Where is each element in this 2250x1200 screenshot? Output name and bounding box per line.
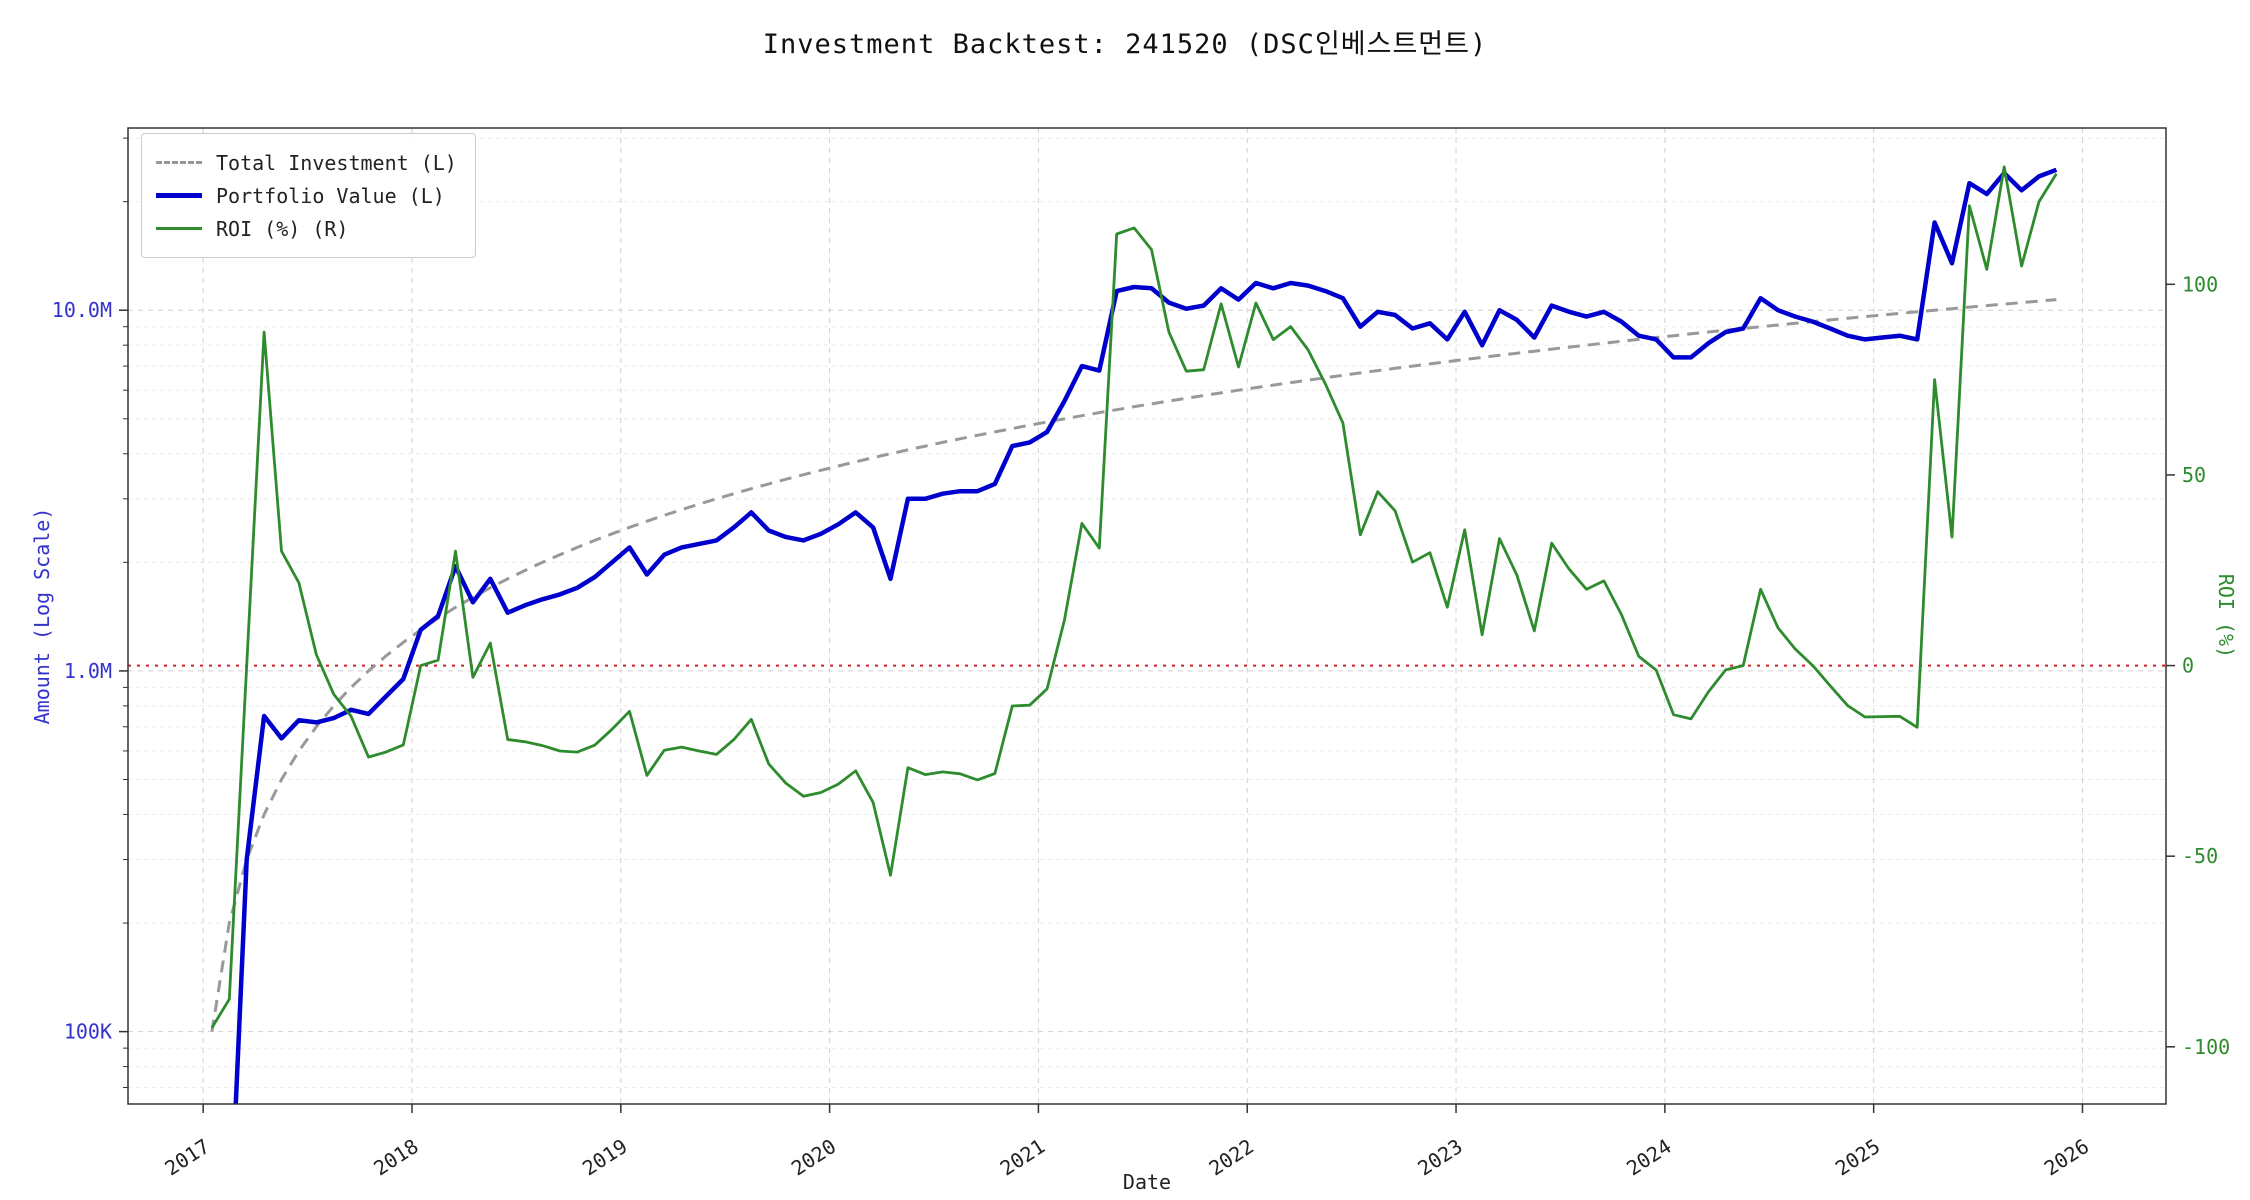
legend-item-portfolio-value: Portfolio Value (L) xyxy=(156,179,457,212)
legend-item-total-investment: Total Investment (L) xyxy=(156,146,457,179)
legend-label-roi: ROI (%) (R) xyxy=(216,216,349,241)
svg-text:100K: 100K xyxy=(64,1020,112,1044)
y-axis-left-label: Amount (Log Scale) xyxy=(30,507,54,725)
svg-text:100: 100 xyxy=(2182,272,2218,296)
legend-label-total-investment: Total Investment (L) xyxy=(216,150,457,175)
plot-border xyxy=(127,127,2167,1105)
svg-text:2021: 2021 xyxy=(996,1134,1049,1180)
svg-text:1.0M: 1.0M xyxy=(64,659,112,683)
grid-minor xyxy=(128,137,2166,1088)
svg-text:-100: -100 xyxy=(2182,1035,2230,1059)
svg-text:10.0M: 10.0M xyxy=(52,298,112,322)
legend-item-roi: ROI (%) (R) xyxy=(156,212,457,245)
svg-text:2024: 2024 xyxy=(1622,1134,1675,1180)
svg-text:2022: 2022 xyxy=(1204,1134,1257,1180)
y-axis-left-ticks: 100K 1.0M 10.0M xyxy=(52,137,128,1088)
roi-pct-line xyxy=(210,165,2058,1029)
svg-text:2023: 2023 xyxy=(1413,1134,1466,1180)
svg-text:2020: 2020 xyxy=(787,1134,840,1180)
x-axis-label: Date xyxy=(1122,1170,1172,1194)
svg-text:50: 50 xyxy=(2182,463,2206,487)
svg-text:2017: 2017 xyxy=(160,1134,213,1180)
legend: Total Investment (L) Portfolio Value (L)… xyxy=(141,133,476,258)
roi-line-icon xyxy=(156,227,202,230)
x-axis-ticks: 2017 2018 2019 2020 2021 2022 2023 2024 2025 2026 xyxy=(160,1104,2093,1180)
chart-title: Investment Backtest: 241520 (DSC인베스트먼트) xyxy=(762,29,1488,60)
y-axis-right-label: ROI (%) xyxy=(2214,573,2238,659)
svg-text:0: 0 xyxy=(2182,654,2194,678)
legend-label-portfolio-value: Portfolio Value (L) xyxy=(216,183,445,208)
total-investment-line-icon xyxy=(156,161,202,164)
svg-text:2018: 2018 xyxy=(369,1134,422,1180)
svg-text:-50: -50 xyxy=(2182,844,2218,868)
svg-text:2026: 2026 xyxy=(2040,1134,2093,1180)
grid-major xyxy=(128,128,2166,1104)
total-investment-m-line xyxy=(210,298,2057,1032)
svg-text:2025: 2025 xyxy=(1831,1134,1884,1180)
portfolio-value-line-icon xyxy=(156,193,202,198)
portfolio-value-m-line xyxy=(233,167,2058,1104)
svg-text:2019: 2019 xyxy=(578,1134,631,1180)
y-axis-right-ticks: -100 -50 0 50 100 xyxy=(2166,272,2230,1059)
